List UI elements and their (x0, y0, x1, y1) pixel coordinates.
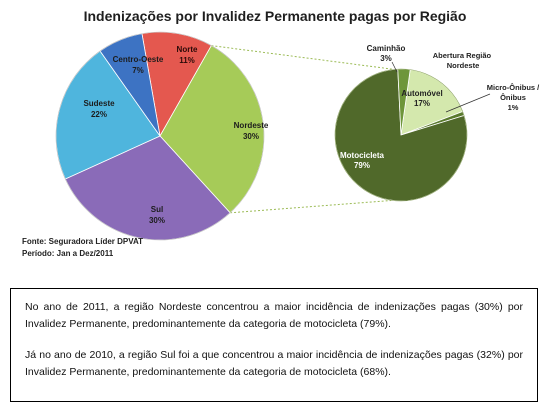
label-automovel-name: Automóvel (401, 89, 442, 98)
abertura-line-2: Nordeste (447, 61, 480, 70)
label-sul-value: 30% (149, 216, 165, 225)
note-2011: No ano de 2011, a região Nordeste concen… (25, 301, 523, 330)
label-centro-oeste: Centro-Oeste 7% (113, 55, 164, 75)
label-motocicleta-value: 79% (354, 161, 370, 170)
label-automovel: Automóvel 17% (401, 89, 442, 108)
source-info: Fonte: Seguradora Líder DPVAT Período: J… (22, 236, 143, 260)
chart-title: Indenizações por Invalidez Permanente pa… (83, 8, 467, 24)
connector-bottom (230, 200, 392, 214)
period-line: Período: Jan a Dez/2011 (22, 249, 114, 258)
label-caminhao-name: Caminhão (367, 44, 406, 53)
leader-caminhao (391, 61, 398, 73)
source-line: Fonte: Seguradora Líder DPVAT (22, 237, 144, 246)
label-motocicleta: Motocicleta 79% (340, 151, 385, 170)
label-automovel-value: 17% (414, 99, 430, 108)
label-centro-oeste-name: Centro-Oeste (113, 55, 164, 64)
label-sudeste: Sudeste 22% (83, 99, 115, 119)
label-norte-value: 11% (179, 56, 195, 65)
label-sul: Sul 30% (149, 205, 165, 225)
label-nordeste: Nordeste 30% (234, 121, 269, 141)
label-centro-oeste-value: 7% (132, 66, 144, 75)
label-micro-onibus-line-1: Micro-Ônibus / (487, 83, 540, 92)
label-micro-onibus-onibus: Micro-Ônibus / Ônibus 1% (487, 83, 540, 112)
notes-box: No ano de 2011, a região Nordeste concen… (10, 288, 538, 402)
label-sudeste-name: Sudeste (83, 99, 115, 108)
label-caminhao: Caminhão 3% (367, 44, 406, 63)
region-pie: Norte 11% Nordeste 30% Sul 30% Sudeste 22% Centr… (55, 31, 269, 241)
leader-micro-onibus (445, 93, 491, 113)
label-norte-name: Norte (177, 45, 198, 54)
label-micro-onibus-line-2: Ônibus (500, 93, 526, 102)
abertura-line-1: Abertura Região (433, 51, 492, 60)
region-pie-outline (55, 31, 265, 241)
nordeste-breakdown-pie: Automóvel 17% Motocicleta 79% Caminhão 3% Micr… (334, 44, 540, 202)
connector-top (211, 45, 396, 70)
connector-lines (211, 45, 396, 214)
label-nordeste-name: Nordeste (234, 121, 269, 130)
nordeste-pie-outline (334, 68, 468, 202)
label-caminhao-value: 3% (380, 54, 392, 63)
label-nordeste-value: 30% (243, 132, 259, 141)
note-2010: Já no ano de 2010, a região Sul foi a qu… (25, 349, 523, 378)
abertura-label: Abertura Região Nordeste (433, 51, 493, 70)
label-sudeste-value: 22% (91, 110, 107, 119)
label-motocicleta-name: Motocicleta (340, 151, 385, 160)
pie-charts: Norte 11% Nordeste 30% Sul 30% Sudeste 22% Centr… (55, 31, 540, 241)
label-sul-name: Sul (151, 205, 163, 214)
label-micro-onibus-value: 1% (508, 103, 519, 112)
label-norte: Norte 11% (177, 45, 198, 65)
